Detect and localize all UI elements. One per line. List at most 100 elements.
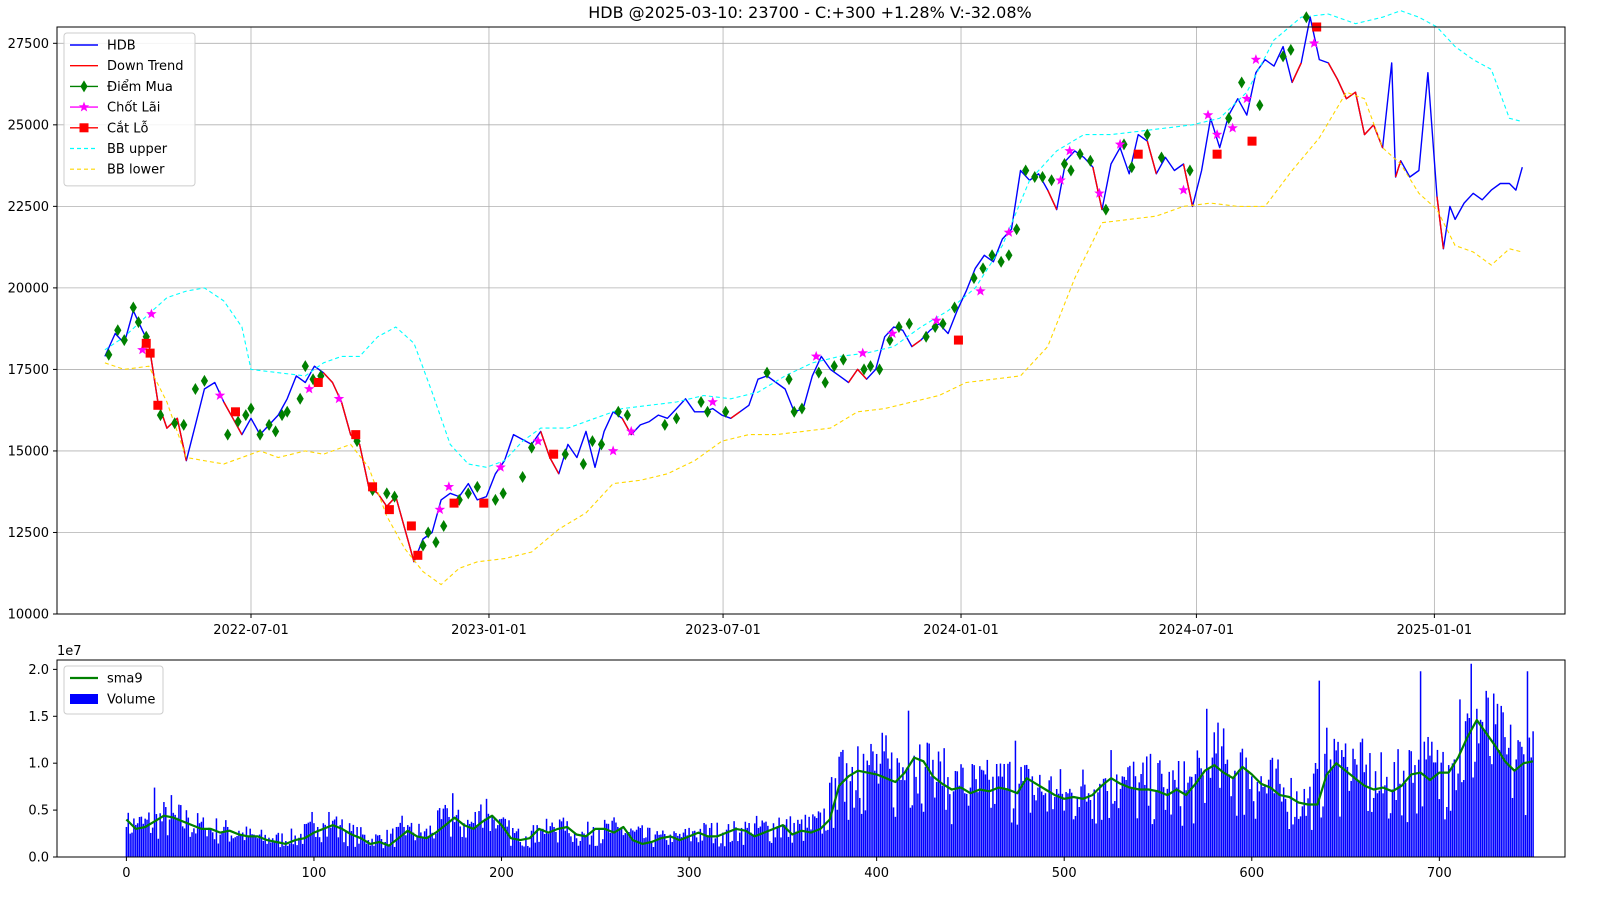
buy-point-marker (905, 317, 913, 330)
volume-bar (797, 819, 799, 857)
volume-bar (1513, 769, 1516, 857)
stop-loss-marker (1247, 136, 1257, 146)
volume-bar (185, 810, 188, 857)
volume-bar (465, 837, 467, 857)
volume-bar (954, 770, 957, 857)
take-profit-marker (1227, 122, 1238, 133)
volume-y-tick-label: 1.0 (28, 757, 49, 772)
legend-label: Volume (107, 693, 155, 708)
volume-bar (979, 766, 981, 857)
volume-bar (761, 820, 763, 857)
volume-bar (1359, 742, 1362, 857)
volume-bar (1477, 743, 1480, 857)
volume-bar (1517, 740, 1519, 857)
volume-bar (1474, 761, 1476, 857)
volume-bar (838, 756, 840, 857)
volume-panel: 0 100 200 300 400 500 600 700 0.0 0.5 1.0 1.5 2.0 1… (28, 644, 1566, 881)
volume-bar (125, 826, 128, 857)
volume-bar (1057, 793, 1060, 857)
volume-bar (937, 751, 940, 857)
volume-bar (684, 828, 687, 857)
volume-bar (1457, 773, 1459, 857)
volume-bar (1408, 750, 1411, 857)
volume-bar (241, 832, 244, 857)
legend-label: BB upper (107, 142, 168, 157)
price-y-axis: 10000 12500 15000 17500 20000 22500 25000 27500 (8, 37, 57, 623)
volume-bar (1144, 784, 1146, 857)
legend-marker (78, 101, 90, 112)
volume-bar (1461, 782, 1463, 857)
stop-loss-marker (549, 449, 559, 459)
stop-loss-marker (953, 335, 963, 345)
volume-bar (268, 837, 270, 857)
buy-point-marker (180, 418, 188, 431)
take-profit-marker (333, 393, 345, 404)
volume-bar (920, 803, 923, 857)
volume-bar (450, 836, 452, 857)
stop-loss-marker (406, 521, 416, 531)
volume-bar (1029, 812, 1032, 857)
volume-bar (346, 846, 349, 857)
take-profit-marker (626, 425, 637, 436)
volume-bar (384, 841, 386, 857)
volume-bar (915, 776, 917, 857)
volume-bar (485, 798, 488, 857)
volume-bar (330, 827, 332, 857)
volume-bar (1440, 762, 1442, 857)
volume-bar (1410, 751, 1412, 857)
volume-bar (1249, 789, 1251, 857)
volume-bar (1421, 806, 1424, 857)
volume-bar (1215, 753, 1217, 857)
take-profit-marker (532, 435, 544, 446)
volume-bar (1522, 754, 1525, 857)
volume-bar (202, 817, 205, 857)
volume-bar (1209, 777, 1212, 857)
volume-bar (1117, 808, 1120, 857)
volume-bar (502, 817, 505, 857)
volume-bar (155, 814, 158, 857)
volume-bar (1136, 818, 1139, 857)
price-y-tick-label: 22500 (8, 200, 49, 215)
volume-bar (386, 829, 388, 857)
volume-bar (823, 808, 825, 857)
volume-bar (474, 811, 477, 857)
volume-bar (560, 821, 563, 857)
volume-bar (255, 837, 257, 857)
volume-bar (1391, 789, 1394, 857)
volume-bar (1166, 788, 1169, 857)
volume-bar (1399, 783, 1401, 857)
volume-bar (1464, 721, 1467, 857)
volume-bar (1350, 780, 1352, 857)
series-segment-down-trend (1182, 163, 1194, 207)
volume-bar (1494, 724, 1497, 857)
volume-y-tick-label: 2.0 (28, 663, 49, 678)
volume-bar (397, 826, 400, 857)
volume-bar (367, 840, 370, 857)
take-profit-marker (1241, 93, 1253, 104)
volume-bar (656, 831, 658, 857)
volume-x-tick-label: 500 (1052, 866, 1077, 881)
price-x-tick-label: 2025-01-01 (1397, 623, 1473, 638)
volume-bar (1434, 762, 1437, 857)
volume-bar (1134, 776, 1137, 857)
volume-bar (630, 828, 632, 857)
volume-bar (285, 841, 287, 857)
volume-bar (1453, 759, 1456, 857)
buy-point-marker (419, 539, 427, 552)
volume-bar (534, 842, 537, 857)
volume-bar (952, 791, 955, 857)
volume-bar (890, 752, 893, 857)
volume-bar (1191, 776, 1193, 857)
volume-bar (1252, 801, 1255, 857)
volume-bar (1266, 793, 1268, 857)
volume-bar (1198, 757, 1200, 857)
volume-bar (810, 829, 812, 857)
volume-bar (206, 836, 208, 857)
volume-bar (617, 826, 619, 857)
stop-loss-marker (449, 498, 459, 508)
volume-bar (549, 826, 552, 857)
volume-bar (1412, 782, 1414, 857)
volume-bar (1100, 819, 1103, 857)
volume-bar (266, 843, 268, 857)
volume-bar (300, 833, 302, 857)
